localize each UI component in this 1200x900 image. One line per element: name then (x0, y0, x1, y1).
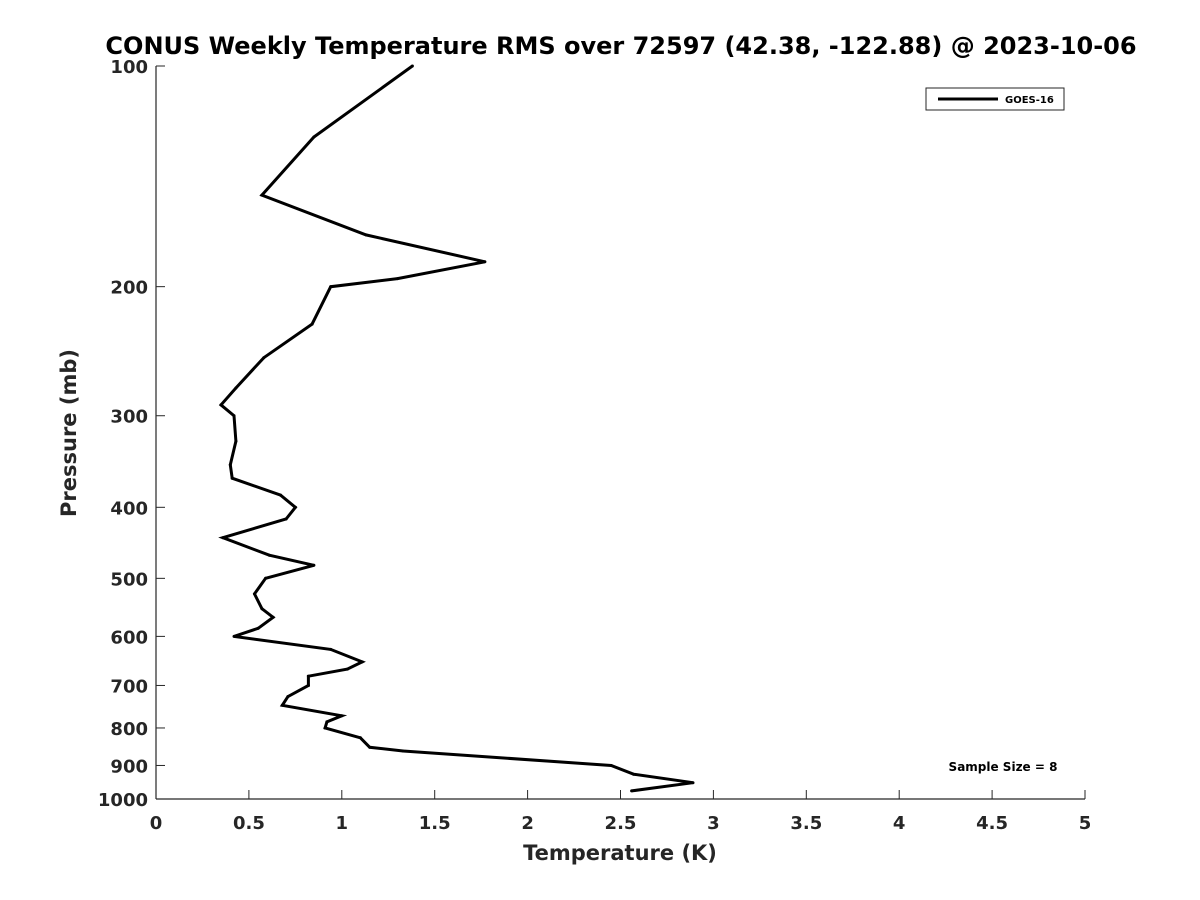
y-tick-label: 300 (110, 407, 148, 428)
sample-size-annotation: Sample Size = 8 (949, 760, 1058, 774)
y-tick-label: 600 (110, 627, 148, 648)
data-point (401, 749, 405, 753)
y-axis-label: Pressure (mb) (57, 349, 81, 517)
data-point (368, 745, 372, 749)
series-layer (218, 64, 695, 793)
y-tick-label: 1000 (98, 790, 148, 811)
data-point (260, 193, 264, 197)
data-point (221, 536, 225, 540)
data-point (483, 260, 487, 264)
x-tick-label: 2.5 (605, 813, 637, 834)
legend-label-goes16: GOES-16 (1005, 95, 1054, 106)
data-point (630, 789, 634, 793)
data-point (232, 634, 236, 638)
data-point (364, 233, 368, 237)
x-tick-label: 1.5 (419, 813, 451, 834)
data-point (260, 607, 264, 611)
data-point (267, 553, 271, 557)
data-point (256, 626, 260, 630)
data-point (312, 563, 316, 567)
x-tick-label: 4.5 (976, 813, 1008, 834)
x-tick-label: 0.5 (233, 813, 265, 834)
data-point (396, 277, 399, 281)
data-point (312, 135, 316, 139)
data-point (280, 703, 284, 707)
data-point (329, 647, 333, 651)
y-tick-label: 400 (110, 498, 148, 519)
data-point (323, 726, 327, 730)
y-tick-label: 500 (110, 569, 148, 590)
x-tick-label: 5 (1079, 813, 1092, 834)
data-point (358, 736, 362, 740)
x-tick-label: 3.5 (790, 813, 822, 834)
data-point (632, 772, 635, 776)
data-point (340, 714, 344, 718)
data-point (310, 322, 314, 326)
x-tick-label: 2 (521, 813, 534, 834)
data-point (232, 414, 236, 418)
data-point (228, 463, 232, 467)
data-point (360, 660, 364, 664)
y-tick-label: 700 (110, 676, 148, 697)
data-point (262, 356, 266, 360)
data-point (306, 684, 310, 687)
data-point (264, 576, 268, 580)
data-point (271, 615, 275, 619)
x-tick-label: 0 (150, 813, 163, 834)
data-point (230, 476, 234, 480)
x-tick-label: 4 (893, 813, 906, 834)
data-point (234, 386, 238, 390)
data-point (329, 285, 333, 289)
data-point (306, 674, 310, 678)
data-point (410, 64, 414, 68)
data-point (691, 781, 695, 785)
y-tick-label: 900 (110, 756, 148, 777)
axes: 0 0.5 1 1.5 2 2.5 3 3.5 4 4.5 5 100 200 300 400 500 600 7… (98, 57, 1091, 834)
y-tick-label: 100 (110, 57, 148, 78)
data-point (293, 505, 297, 509)
y-tick-label: 800 (110, 719, 148, 740)
data-point (219, 403, 223, 407)
data-point (253, 592, 256, 596)
data-point (286, 695, 290, 699)
legend: GOES-16 (925, 87, 1065, 111)
x-tick-label: 1 (336, 813, 349, 834)
data-point (234, 439, 238, 443)
y-tick-label: 200 (110, 278, 148, 299)
data-point (609, 764, 613, 767)
x-tick-label: 3 (707, 813, 720, 834)
data-point (284, 517, 288, 521)
data-point (345, 667, 349, 671)
data-point (279, 493, 282, 497)
x-axis-label: Temperature (K) (523, 841, 717, 865)
chart-title: CONUS Weekly Temperature RMS over 72597 … (105, 32, 1136, 60)
data-point (325, 720, 329, 724)
